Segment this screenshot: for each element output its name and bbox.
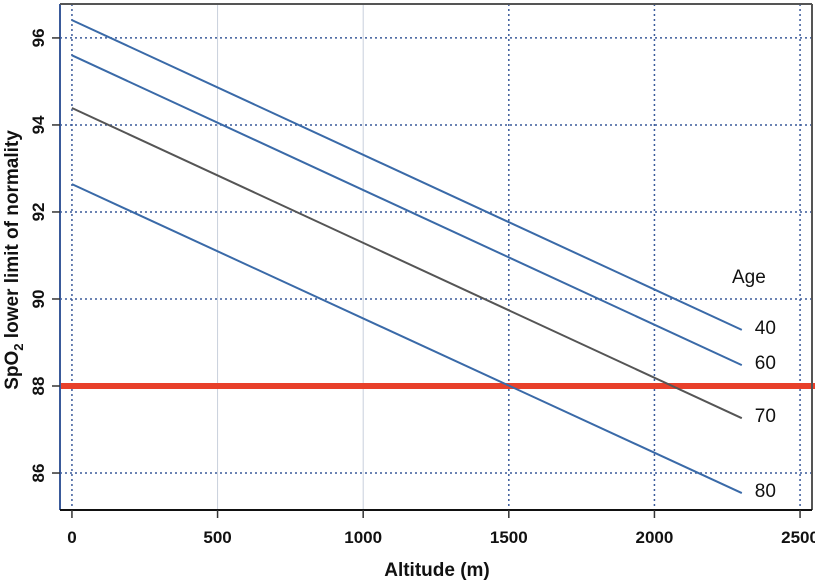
y-tick-label: 86 [29,464,48,483]
y-axis-label: SpO2 lower limit of normality [2,130,26,390]
series-label-70: 70 [755,406,776,427]
series-line-40 [71,19,743,331]
legend-title: Age [732,267,766,288]
series-label-60: 60 [755,353,776,374]
y-tick-label: 94 [29,115,48,134]
x-tick-label: 0 [67,528,76,547]
x-tick-label: 1500 [490,528,528,547]
tick-labels: 0 500 1000 1500 2000 2500 86 88 90 92 94 96 [29,28,815,547]
axes [52,3,813,518]
x-tick-label: 500 [203,528,231,547]
x-tick-label: 1000 [344,528,382,547]
series-label-80: 80 [755,481,776,502]
y-axis-label-sub: 2 [11,343,26,350]
series-line-80 [71,183,743,494]
series-label-40: 40 [755,318,776,339]
series-line-70 [71,107,743,420]
series-lines [71,19,743,494]
y-tick-label: 96 [29,28,48,47]
x-tick-label: 2000 [636,528,674,547]
x-tick-label: 2500 [781,528,815,547]
y-tick-label: 88 [29,377,48,396]
y-tick-label: 92 [29,203,48,222]
series-labels: 40 60 70 80 [755,318,776,502]
x-axis-label: Altitude (m) [384,560,490,581]
y-axis-label-main: SpO [2,351,23,390]
y-tick-label: 90 [29,290,48,309]
grid [60,4,812,510]
y-axis-label-rest: lower limit of normality [2,130,23,344]
series-line-60 [71,54,743,367]
